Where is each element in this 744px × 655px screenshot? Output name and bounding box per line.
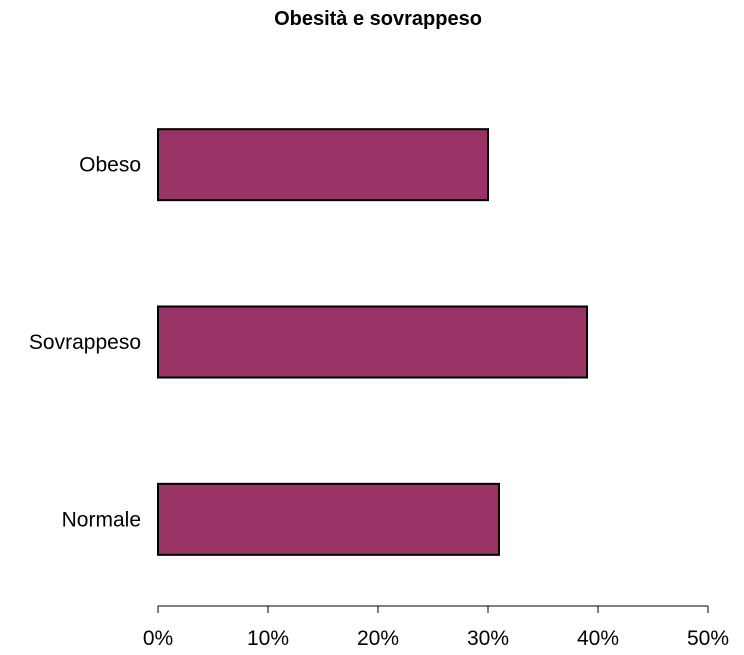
bar-sovrappeso [157,305,588,379]
x-tick-label: 0% [143,627,173,650]
x-tick-label: 20% [357,627,399,650]
bar-obeso [157,128,489,202]
x-tick-label: 10% [247,627,289,650]
category-label-normale: Normale [62,508,141,531]
category-label-sovrappeso: Sovrappeso [29,331,141,354]
x-tick-label: 30% [467,627,509,650]
x-axis: 0% 10% 20% 30% 40% 50% [143,605,729,650]
bar-normale [157,482,500,556]
category-labels: Normale Sovrappeso Obeso [29,154,141,532]
x-tick-label: 40% [577,627,619,650]
bars-group [157,128,588,556]
category-label-obeso: Obeso [79,154,141,177]
chart-title: Obesità e sovrappeso [274,8,482,30]
x-tick-label: 50% [687,627,729,650]
